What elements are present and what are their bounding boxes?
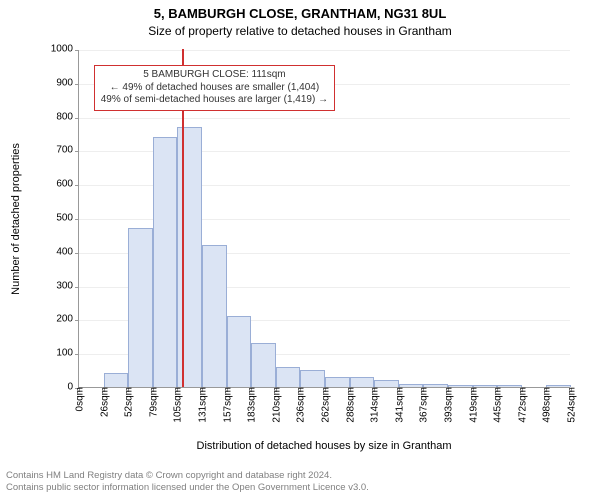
histogram-bar xyxy=(128,228,153,387)
histogram-bar xyxy=(251,343,276,387)
xtick-label: 288sqm xyxy=(343,387,356,423)
histogram-bar xyxy=(473,385,498,387)
ytick-label: 500 xyxy=(56,213,79,224)
xtick-label: 341sqm xyxy=(392,387,405,423)
ytick-label: 200 xyxy=(56,314,79,325)
histogram-bar xyxy=(300,370,325,387)
histogram-bar xyxy=(227,316,252,387)
xtick-label: 419sqm xyxy=(466,387,479,423)
footer-line: Contains HM Land Registry data © Crown c… xyxy=(6,470,594,482)
ytick-label: 400 xyxy=(56,246,79,257)
histogram-bar xyxy=(399,384,424,387)
xtick-label: 445sqm xyxy=(491,387,504,423)
gridline xyxy=(79,50,570,51)
histogram-bar xyxy=(374,380,399,387)
x-axis-label: Distribution of detached houses by size … xyxy=(197,440,452,452)
xtick-label: 314sqm xyxy=(368,387,381,423)
xtick-label: 131sqm xyxy=(196,387,209,423)
histogram-bar xyxy=(202,245,227,387)
xtick-label: 236sqm xyxy=(294,387,307,423)
histogram-bar xyxy=(423,384,448,387)
ytick-label: 600 xyxy=(56,179,79,190)
gridline xyxy=(79,118,570,119)
histogram-bar xyxy=(153,137,178,387)
ytick-label: 300 xyxy=(56,280,79,291)
page-subtitle: Size of property relative to detached ho… xyxy=(0,24,600,38)
histogram-bar xyxy=(325,377,350,387)
xtick-label: 52sqm xyxy=(122,387,135,417)
xtick-label: 210sqm xyxy=(269,387,282,423)
histogram-bar xyxy=(276,367,301,387)
histogram-bar xyxy=(350,377,375,387)
xtick-label: 472sqm xyxy=(515,387,528,423)
xtick-label: 498sqm xyxy=(540,387,553,423)
xtick-label: 105sqm xyxy=(171,387,184,423)
plot-area: 010020030040050060070080090010000sqm26sq… xyxy=(78,50,570,388)
histogram-bar xyxy=(546,385,571,387)
y-axis-label: Number of detached properties xyxy=(10,143,22,295)
xtick-label: 79sqm xyxy=(146,387,159,417)
histogram-bar xyxy=(497,385,522,387)
ytick-label: 700 xyxy=(56,145,79,156)
xtick-label: 367sqm xyxy=(417,387,430,423)
xtick-label: 183sqm xyxy=(245,387,258,423)
footer-attribution: Contains HM Land Registry data © Crown c… xyxy=(0,466,600,500)
xtick-label: 26sqm xyxy=(97,387,110,417)
histogram-bar xyxy=(448,385,473,387)
xtick-label: 393sqm xyxy=(442,387,455,423)
annotation-line: ← 49% of detached houses are smaller (1,… xyxy=(101,82,328,95)
ytick-label: 800 xyxy=(56,111,79,122)
xtick-label: 524sqm xyxy=(565,387,578,423)
page-title: 5, BAMBURGH CLOSE, GRANTHAM, NG31 8UL xyxy=(0,6,600,21)
xtick-label: 157sqm xyxy=(220,387,233,423)
xtick-label: 262sqm xyxy=(319,387,332,423)
ytick-label: 1000 xyxy=(51,44,79,55)
ytick-label: 100 xyxy=(56,348,79,359)
annotation-line: 49% of semi-detached houses are larger (… xyxy=(101,94,328,107)
footer-line: Contains public sector information licen… xyxy=(6,482,594,494)
histogram-bar xyxy=(104,373,129,387)
annotation-box: 5 BAMBURGH CLOSE: 111sqm← 49% of detache… xyxy=(94,65,335,111)
xtick-label: 0sqm xyxy=(73,387,86,411)
ytick-label: 900 xyxy=(56,77,79,88)
annotation-line: 5 BAMBURGH CLOSE: 111sqm xyxy=(101,69,328,82)
